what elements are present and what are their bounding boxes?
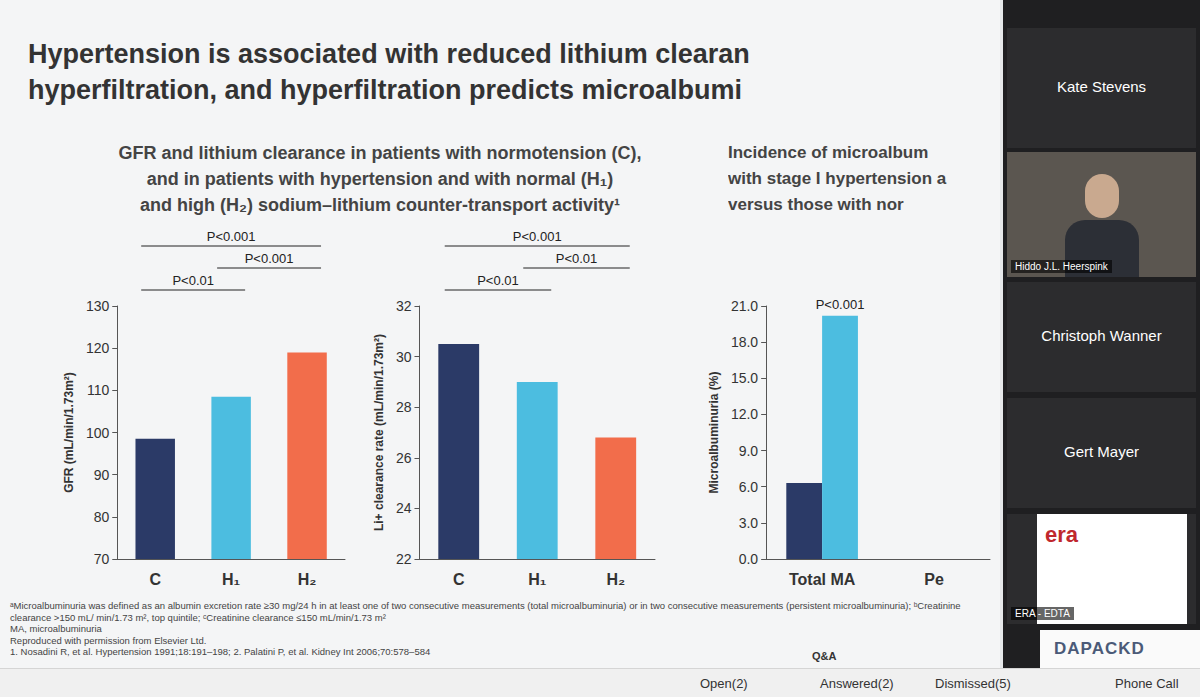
html-text:with stage I hypertension a: with stage I hypertension a [728,169,947,188]
html-text:ERA - EDTA: ERA - EDTA [1015,608,1070,619]
svg-text:GFR (mL/min/1.73m²): GFR (mL/min/1.73m²) [62,372,76,493]
html-text:Incidence of microalbum: Incidence of microalbum [728,143,929,162]
html-text:ᵃMicroalbuminuria was defined: ᵃMicroalbuminuria was defined as an albu… [10,600,961,623]
svg-text:P<0.001: P<0.001 [816,297,865,312]
html-text:MA, microalbuminuria: MA, microalbuminuria [10,623,102,634]
svg-text:P<0.001: P<0.001 [207,229,256,244]
html-text:era: era [1045,522,1078,547]
html-text:GFR and lithium clearance in p: GFR and lithium clearance in patients wi… [118,143,642,163]
svg-text:P<0.001: P<0.001 [245,251,294,266]
html-text:Answered(2): Answered(2) [820,676,894,691]
svg-text:28: 28 [396,399,412,415]
svg-text:H₁: H₁ [222,571,241,588]
svg-text:30: 30 [396,349,412,365]
html-text:Reproduced with permission fro: Reproduced with permission from Elsevier… [10,634,207,646]
html-text:Open(2): Open(2) [700,676,748,691]
svg-text:70: 70 [94,551,110,567]
html-text:DAPACKD: DAPACKD [1054,639,1145,658]
svg-text:Total MA: Total MA [789,571,856,588]
svg-text:6.0: 6.0 [739,479,759,495]
svg-text:15.0: 15.0 [731,370,758,386]
svg-text:100: 100 [86,425,110,441]
html-text:Christoph Wanner: Christoph Wanner [1041,327,1162,344]
html-text:hyperfiltration, and hyperfilt: hyperfiltration, and hyperfiltration pre… [28,75,743,105]
svg-text:Microalbuminuria (%): Microalbuminuria (%) [707,371,721,493]
svg-text:P<0.01: P<0.01 [477,273,519,288]
svg-text:P<0.01: P<0.01 [556,251,598,266]
svg-text:9.0: 9.0 [739,443,759,459]
svg-text:0.0: 0.0 [739,551,759,567]
svg-text:P<0.01: P<0.01 [172,273,214,288]
svg-text:18.0: 18.0 [731,334,758,350]
svg-text:21.0: 21.0 [731,298,758,314]
svg-text:24: 24 [396,500,412,516]
svg-text:C: C [149,571,161,588]
svg-text:H₁: H₁ [528,571,547,588]
html-text:Hiddo J.L. Heerspink: Hiddo J.L. Heerspink [1015,261,1108,272]
svg-text:Li+ clearance rate (mL/min/1.7: Li+ clearance rate (mL/min/1.73m²) [372,334,386,531]
svg-text:32: 32 [396,298,412,314]
html-text:versus those with nor: versus those with nor [728,195,904,214]
svg-text:C: C [453,571,465,588]
svg-text:26: 26 [396,450,412,466]
svg-text:110: 110 [87,382,110,398]
html-text:Hypertension is associated wit: Hypertension is associated with reduced … [28,39,750,69]
svg-text:H₂: H₂ [298,571,317,588]
svg-text:P<0.001: P<0.001 [513,229,562,244]
html-text:Gert Mayer: Gert Mayer [1064,443,1139,460]
svg-text:H₂: H₂ [606,571,625,588]
svg-text:120: 120 [86,340,110,356]
svg-text:22: 22 [396,551,412,567]
html-text:Q&A: Q&A [812,650,837,662]
html-text:and high (H₂) sodium–lithium c: and high (H₂) sodium–lithium counter-tra… [140,195,620,215]
html-text:Phone Call: Phone Call [1115,676,1179,691]
html-text:Dismissed(5): Dismissed(5) [935,676,1011,691]
svg-text:12.0: 12.0 [731,406,758,422]
html-text:and in patients with hypertens: and in patients with hypertension and wi… [146,169,614,189]
svg-text:90: 90 [94,467,110,483]
svg-text:3.0: 3.0 [739,515,759,531]
svg-text:80: 80 [94,509,110,525]
html-text:1. Nosadini R, et al. Hyperten: 1. Nosadini R, et al. Hypertension 1991;… [10,646,431,657]
svg-text:Pe: Pe [924,571,944,588]
svg-text:130: 130 [86,298,110,314]
html-text:Kate Stevens: Kate Stevens [1056,78,1147,95]
